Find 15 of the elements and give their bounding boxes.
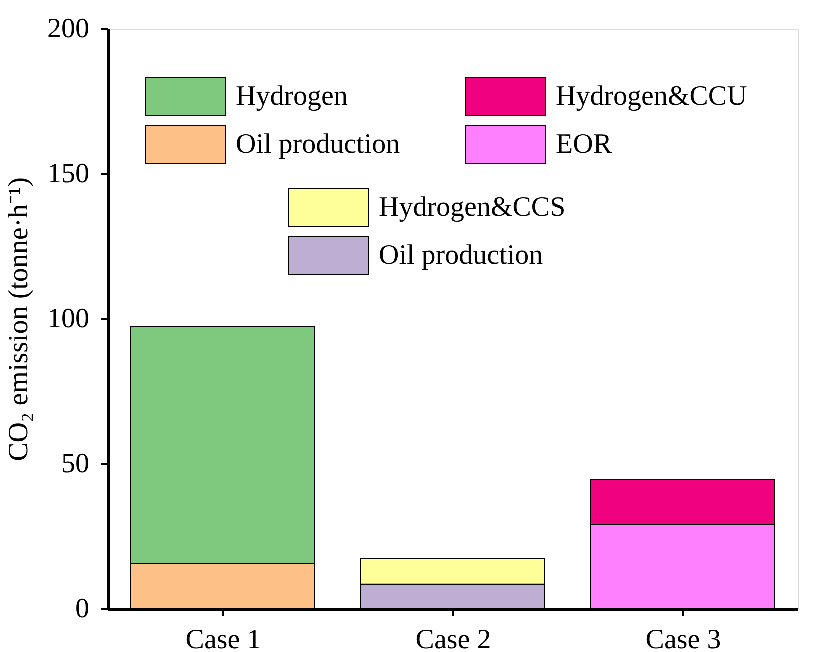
y-tick-label: 200 (48, 14, 90, 44)
x-tick-label: Case 2 (416, 624, 492, 652)
legend-label: Hydrogen&CCU (556, 81, 748, 112)
legend-label: EOR (556, 129, 612, 160)
legend-label: Oil production (379, 240, 544, 271)
y-tick-label: 150 (48, 158, 90, 190)
legend-label: Oil production (236, 129, 400, 160)
x-tick-label: Case 3 (646, 624, 722, 652)
y-tick-label: 100 (48, 304, 90, 334)
legend-label: Hydrogen (236, 81, 348, 112)
y-tick-label: 0 (76, 594, 90, 624)
x-tick-label: Case 1 (186, 624, 262, 652)
y-tick-label: 50 (62, 448, 90, 480)
y-axis-title: CO₂ emission (tonne·h⁻¹) (4, 178, 34, 462)
legend-label: Hydrogen&CCS (379, 192, 566, 223)
